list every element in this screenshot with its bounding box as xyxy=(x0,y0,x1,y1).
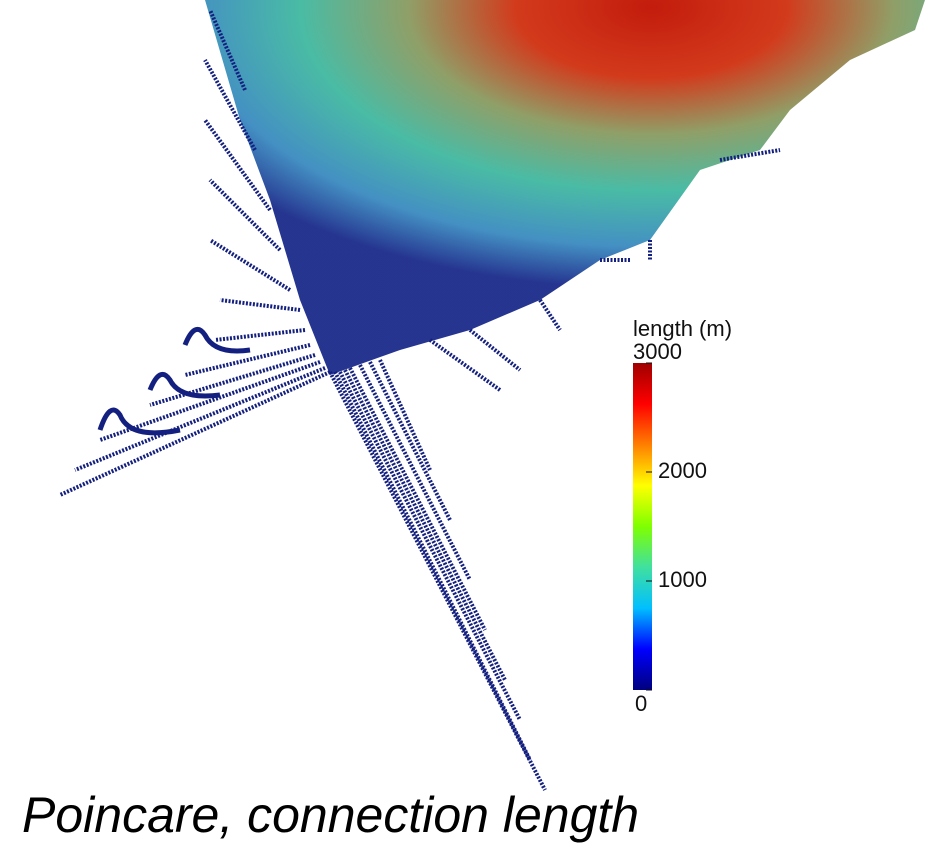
caption: Poincare, connection length xyxy=(22,787,639,843)
tick-label: 3000 xyxy=(633,339,682,364)
colorbar-title: length (m) xyxy=(633,316,732,341)
point-cloud xyxy=(59,0,925,791)
colorbar-gradient xyxy=(633,363,652,690)
colorbar: length (m) 0 1000 2000 3000 xyxy=(633,316,732,716)
tick-label: 1000 xyxy=(658,567,707,592)
tick-label: 2000 xyxy=(658,458,707,483)
tick-label: 0 xyxy=(635,691,647,716)
